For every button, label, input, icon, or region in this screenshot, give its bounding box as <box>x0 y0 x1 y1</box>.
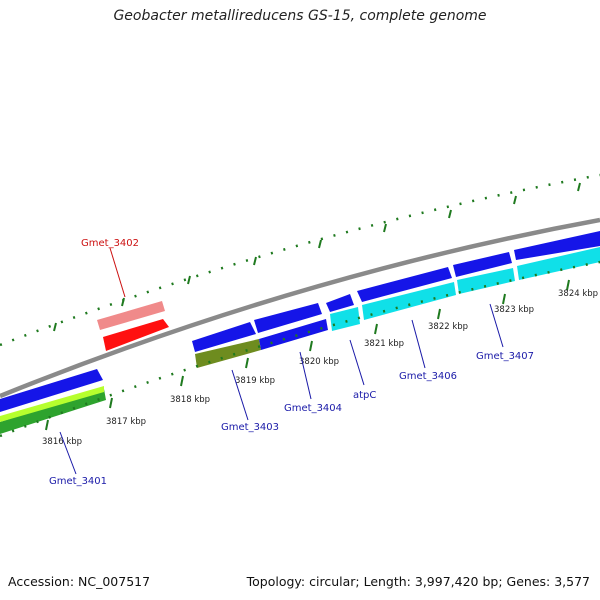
gene-gmet-3402-shapes[interactable] <box>97 301 169 351</box>
inner-ring-ticks <box>53 182 581 332</box>
tick-mark <box>448 209 452 219</box>
genome-backbone <box>0 217 600 399</box>
gene-gmet-3401-lime[interactable] <box>0 386 104 422</box>
tick-mark <box>502 293 506 305</box>
gene-next-cyan[interactable] <box>517 247 600 280</box>
leader-gmet-3404 <box>299 351 312 400</box>
gene-gmet-3402-arrow[interactable] <box>103 319 169 351</box>
tick-mark <box>577 182 581 192</box>
gene-gmet-3403-olive[interactable] <box>195 339 261 368</box>
tick-label-3819: 3819 kbp <box>235 376 275 386</box>
tick-label-3821: 3821 kbp <box>364 339 404 349</box>
tick-label-3817: 3817 kbp <box>106 417 146 427</box>
tick-mark <box>513 195 517 205</box>
gene-atpc-cyan[interactable] <box>330 307 360 331</box>
tick-mark <box>53 322 57 332</box>
gene-label-gmet-3403[interactable]: Gmet_3403 <box>221 422 279 433</box>
tick-mark <box>374 323 378 335</box>
accession-label: Accession: NC_007517 <box>8 574 151 589</box>
tick-mark <box>45 419 49 431</box>
gene-gmet-3406-arrow[interactable] <box>357 267 452 302</box>
leader-gmet-3402 <box>109 247 126 298</box>
gene-gmet-3404-arrow[interactable] <box>254 303 322 333</box>
gene-gmet-3403-arrow[interactable] <box>192 322 256 352</box>
gene-next-arrow[interactable] <box>514 231 600 260</box>
tick-label-3816: 3816 kbp <box>42 437 82 447</box>
topology-label: Topology: circular; Length: 3,997,420 bp… <box>246 574 590 589</box>
tick-label-3820: 3820 kbp <box>299 357 339 367</box>
tick-label-3823: 3823 kbp <box>494 305 534 315</box>
tick-mark <box>109 397 113 409</box>
gene-gmet-3401-green[interactable] <box>0 389 106 434</box>
tick-mark <box>121 297 125 307</box>
tick-mark <box>245 357 249 369</box>
gene-gmet-3406-cyan[interactable] <box>362 282 456 320</box>
tick-mark <box>566 279 570 291</box>
map-title: Geobacter metallireducens GS-15, complet… <box>113 8 487 24</box>
gene-label-gmet-3402[interactable]: Gmet_3402 <box>81 238 139 249</box>
gene-gmet-3404-blue2[interactable] <box>259 319 328 350</box>
gene-label-gmet-3401[interactable]: Gmet_3401 <box>49 476 107 487</box>
tick-mark <box>437 308 441 320</box>
second-gene-track[interactable] <box>0 247 600 434</box>
tick-mark <box>318 239 322 249</box>
gene-gmet-3401-arrow[interactable] <box>0 369 103 412</box>
gene-label-gmet-3406[interactable]: Gmet_3406 <box>399 371 457 382</box>
gene-label-gmet-3404[interactable]: Gmet_3404 <box>284 403 342 414</box>
gene-leader-lines <box>59 247 504 475</box>
gene-gmet-3407-cyan[interactable] <box>457 268 515 294</box>
leader-gmet-3407 <box>489 303 504 348</box>
gene-gmet-3407-arrow[interactable] <box>453 252 512 277</box>
gene-label-gmet-3407[interactable]: Gmet_3407 <box>476 351 534 362</box>
tick-mark <box>180 375 184 387</box>
gene-label-atpc[interactable]: atpC <box>353 390 376 401</box>
tick-label-3818: 3818 kbp <box>170 395 210 405</box>
leader-gmet-3406 <box>411 319 426 369</box>
leader-gmet-3403 <box>231 369 249 421</box>
tick-label-3822: 3822 kbp <box>428 322 468 332</box>
leader-atpc <box>349 339 365 386</box>
scale-ticks: 3816 kbp 3817 kbp 3818 kbp 3819 kbp 3820… <box>42 279 598 447</box>
tick-label-3824: 3824 kbp <box>558 289 598 299</box>
tick-mark <box>253 256 257 266</box>
leader-gmet-3401 <box>59 431 77 475</box>
gene-gmet-3402-highlight[interactable] <box>97 301 165 330</box>
gene-labels: Gmet_3401 Gmet_3402 Gmet_3403 Gmet_3404 … <box>49 238 534 487</box>
tick-mark <box>187 275 191 285</box>
blue-gene-track[interactable] <box>0 231 600 412</box>
tick-mark <box>383 223 387 233</box>
gene-atpc-arrow[interactable] <box>326 294 354 312</box>
tick-mark <box>309 340 313 352</box>
